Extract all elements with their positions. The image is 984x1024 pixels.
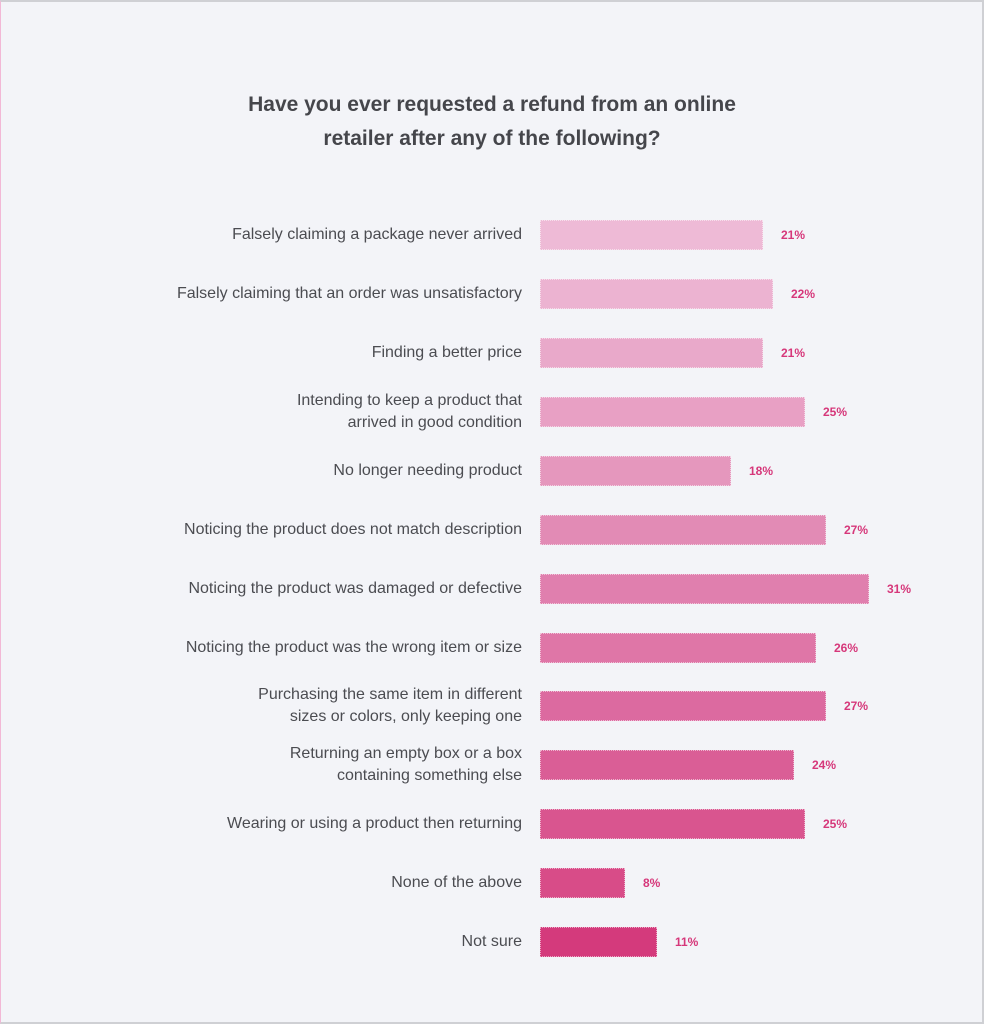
bar-row: Falsely claiming that an order was unsat…	[0, 279, 984, 309]
category-label-line-1: Purchasing the same item in different	[258, 686, 522, 703]
category-label: No longer needing product	[62, 460, 522, 482]
value-label: 22%	[791, 287, 816, 301]
bar-row: Not sure 11%	[0, 927, 984, 957]
value-label: 21%	[781, 228, 806, 242]
value-label: 8%	[643, 876, 661, 890]
bar	[540, 397, 805, 427]
bar	[540, 338, 763, 368]
category-label-line-2: containing something else	[336, 767, 522, 784]
category-label-line-2: arrived in good condition	[347, 414, 522, 431]
category-label-line-1: Noticing the product was damaged or defe…	[188, 580, 522, 597]
bar-row: No longer needing product 18%	[0, 456, 984, 486]
category-label: Noticing the product does not match desc…	[62, 519, 522, 541]
category-label-line-1: Noticing the product does not match desc…	[184, 521, 522, 538]
category-label: Noticing the product was damaged or defe…	[62, 578, 522, 600]
category-label-line-1: None of the above	[391, 874, 522, 891]
category-label-line-1: Wearing or using a product then returnin…	[227, 815, 522, 832]
category-label-line-1: Returning an empty box or a box	[289, 745, 522, 762]
category-label: Noticing the product was the wrong item …	[62, 637, 522, 659]
chart-title: Have you ever requested a refund from an…	[0, 88, 984, 156]
bar-row: Falsely claiming a package never arrived…	[0, 220, 984, 250]
category-label-line-1: No longer needing product	[333, 462, 522, 479]
bar	[540, 220, 763, 250]
bar	[540, 456, 731, 486]
value-label: 11%	[675, 935, 699, 949]
category-label-line-1: Not sure	[461, 933, 522, 950]
value-label: 27%	[844, 699, 869, 713]
category-label: Wearing or using a product then returnin…	[62, 813, 522, 835]
value-label: 26%	[834, 641, 859, 655]
value-label: 24%	[812, 758, 837, 772]
bar-row: Noticing the product was damaged or defe…	[0, 574, 984, 604]
category-label: Falsely claiming a package never arrived	[62, 224, 522, 246]
category-label-line-1: Finding a better price	[371, 344, 522, 361]
value-label: 27%	[844, 523, 869, 537]
category-label: Finding a better price	[62, 342, 522, 364]
bar-row: Returning an empty box or a box containin…	[0, 745, 984, 784]
bar-row: Noticing the product was the wrong item …	[0, 633, 984, 663]
bar	[540, 868, 625, 898]
bar	[540, 279, 773, 309]
value-label: 31%	[887, 582, 912, 596]
bar-row: Intending to keep a product that arrived …	[0, 392, 984, 431]
bar	[540, 927, 657, 957]
category-label: Intending to keep a product that arrived …	[62, 390, 522, 434]
bar	[540, 515, 826, 545]
category-label: Falsely claiming that an order was unsat…	[62, 283, 522, 305]
chart-title-line-2: retailer after any of the following?	[323, 127, 661, 150]
value-label: 18%	[749, 464, 774, 478]
bar-row: Finding a better price 21%	[0, 338, 984, 368]
category-label-line-1: Falsely claiming a package never arrived	[232, 226, 522, 243]
bar	[540, 691, 826, 721]
value-label: 21%	[781, 346, 806, 360]
bar	[540, 633, 816, 663]
bar-row: None of the above 8%	[0, 868, 984, 898]
value-label: 25%	[823, 817, 848, 831]
chart-title-line-1: Have you ever requested a refund from an…	[248, 93, 736, 116]
category-label-line-1: Noticing the product was the wrong item …	[185, 639, 522, 656]
bar-row: Purchasing the same item in different siz…	[0, 686, 984, 725]
bar-row: Wearing or using a product then returnin…	[0, 809, 984, 839]
category-label-line-1: Intending to keep a product that	[296, 392, 522, 409]
category-label-line-1: Falsely claiming that an order was unsat…	[176, 285, 522, 302]
category-label: Purchasing the same item in different siz…	[62, 684, 522, 728]
bar	[540, 809, 805, 839]
bar	[540, 750, 794, 780]
bar	[540, 574, 869, 604]
category-label: None of the above	[62, 872, 522, 894]
category-label-line-2: sizes or colors, only keeping one	[289, 708, 522, 725]
category-label: Returning an empty box or a box containin…	[62, 743, 522, 787]
value-label: 25%	[823, 405, 848, 419]
category-label: Not sure	[62, 931, 522, 953]
bar-row: Noticing the product does not match desc…	[0, 515, 984, 545]
